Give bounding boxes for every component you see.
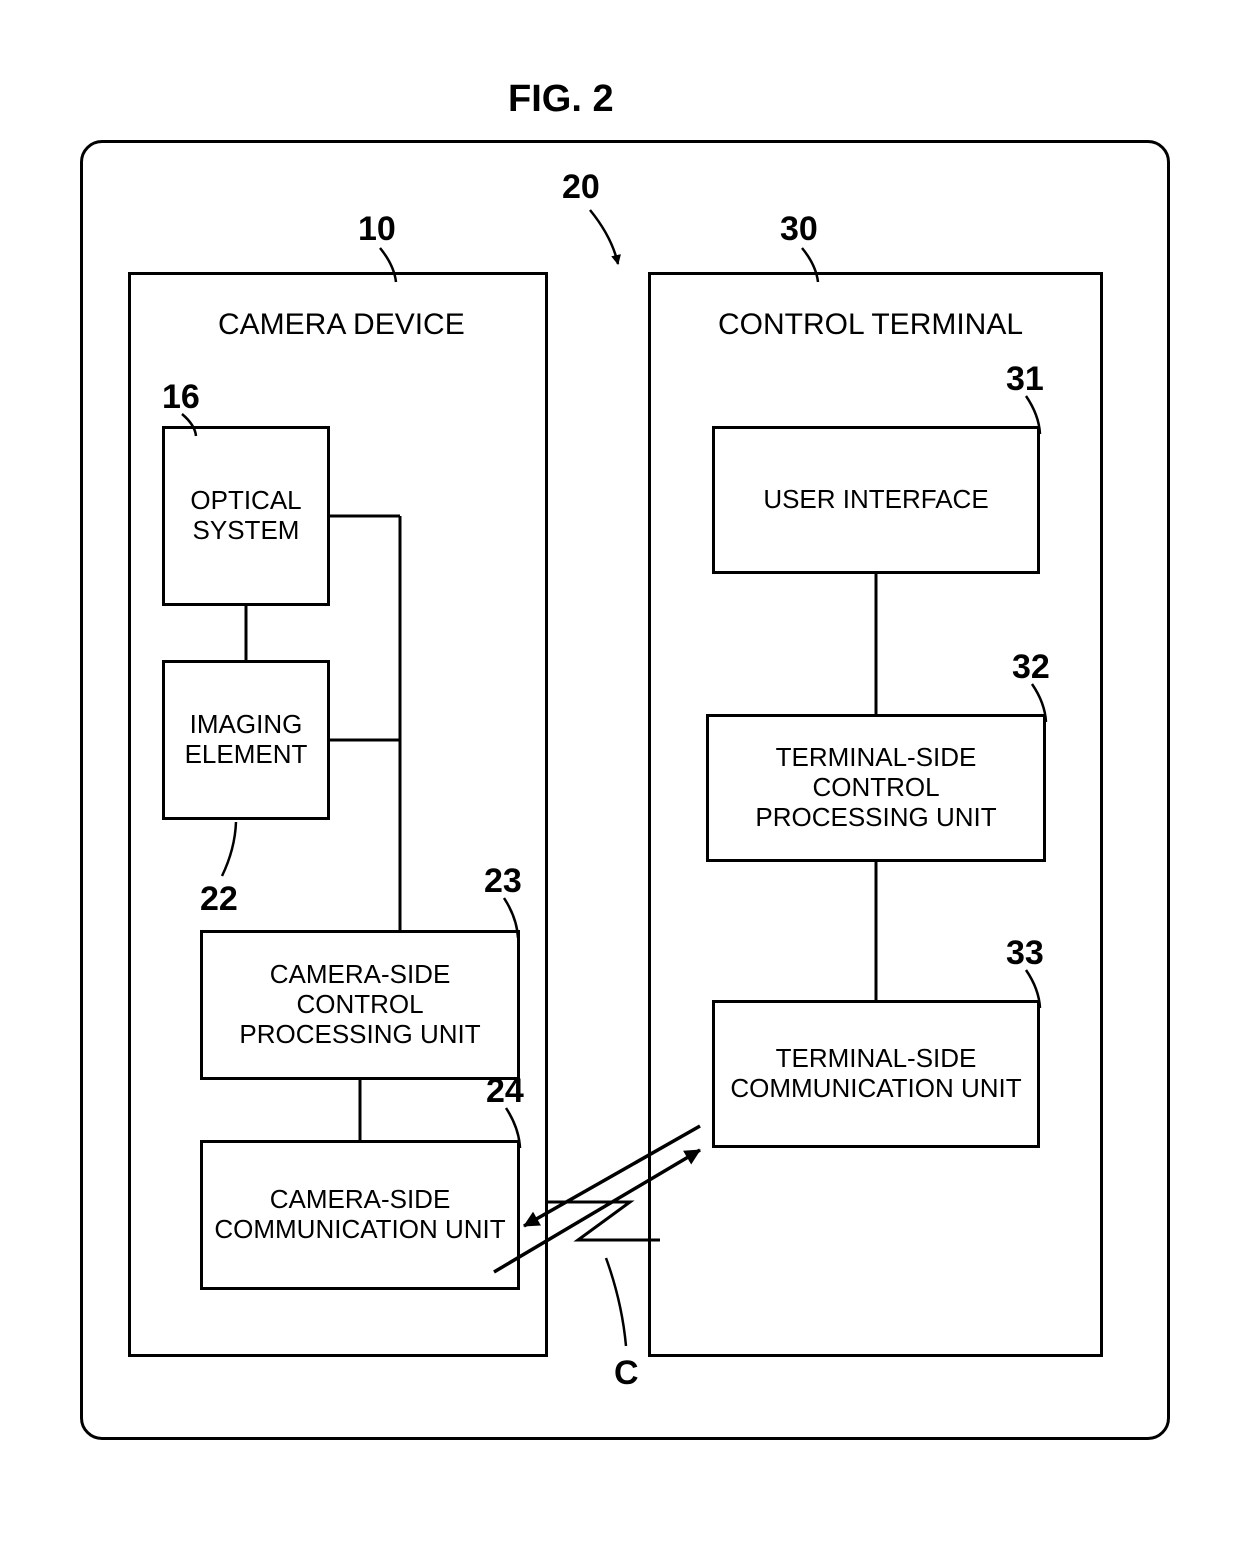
optical-system-label: OPTICALSYSTEM [190,486,301,546]
control-terminal-title: CONTROL TERMINAL [718,308,1023,342]
optical-system-box: OPTICALSYSTEM [162,426,330,606]
terminal-comm-box: TERMINAL-SIDECOMMUNICATION UNIT [712,1000,1040,1148]
camera-control-label: CAMERA-SIDE CONTROLPROCESSING UNIT [203,960,517,1050]
user-interface-label: USER INTERFACE [763,485,988,515]
user-interface-box: USER INTERFACE [712,426,1040,574]
ref-33: 33 [1006,934,1044,973]
ref-22: 22 [200,880,238,919]
ref-31: 31 [1006,360,1044,399]
ref-20: 20 [562,168,600,207]
ref-c: C [614,1354,639,1393]
terminal-comm-label: TERMINAL-SIDECOMMUNICATION UNIT [730,1044,1021,1104]
camera-control-box: CAMERA-SIDE CONTROLPROCESSING UNIT [200,930,520,1080]
ref-10: 10 [358,210,396,249]
ref-24: 24 [486,1072,524,1111]
ref-23: 23 [484,862,522,901]
terminal-control-label: TERMINAL-SIDE CONTROLPROCESSING UNIT [709,743,1043,833]
terminal-control-box: TERMINAL-SIDE CONTROLPROCESSING UNIT [706,714,1046,862]
ref-32: 32 [1012,648,1050,687]
ref-16: 16 [162,378,200,417]
camera-device-title: CAMERA DEVICE [218,308,465,342]
imaging-element-box: IMAGINGELEMENT [162,660,330,820]
diagram-canvas: FIG. 2 CAMERA DEVICE OPTICALSYSTEM IMAGI… [0,0,1240,1560]
figure-title: FIG. 2 [508,78,614,121]
camera-comm-label: CAMERA-SIDECOMMUNICATION UNIT [214,1185,505,1245]
imaging-element-label: IMAGINGELEMENT [185,710,308,770]
ref-30: 30 [780,210,818,249]
camera-comm-box: CAMERA-SIDECOMMUNICATION UNIT [200,1140,520,1290]
